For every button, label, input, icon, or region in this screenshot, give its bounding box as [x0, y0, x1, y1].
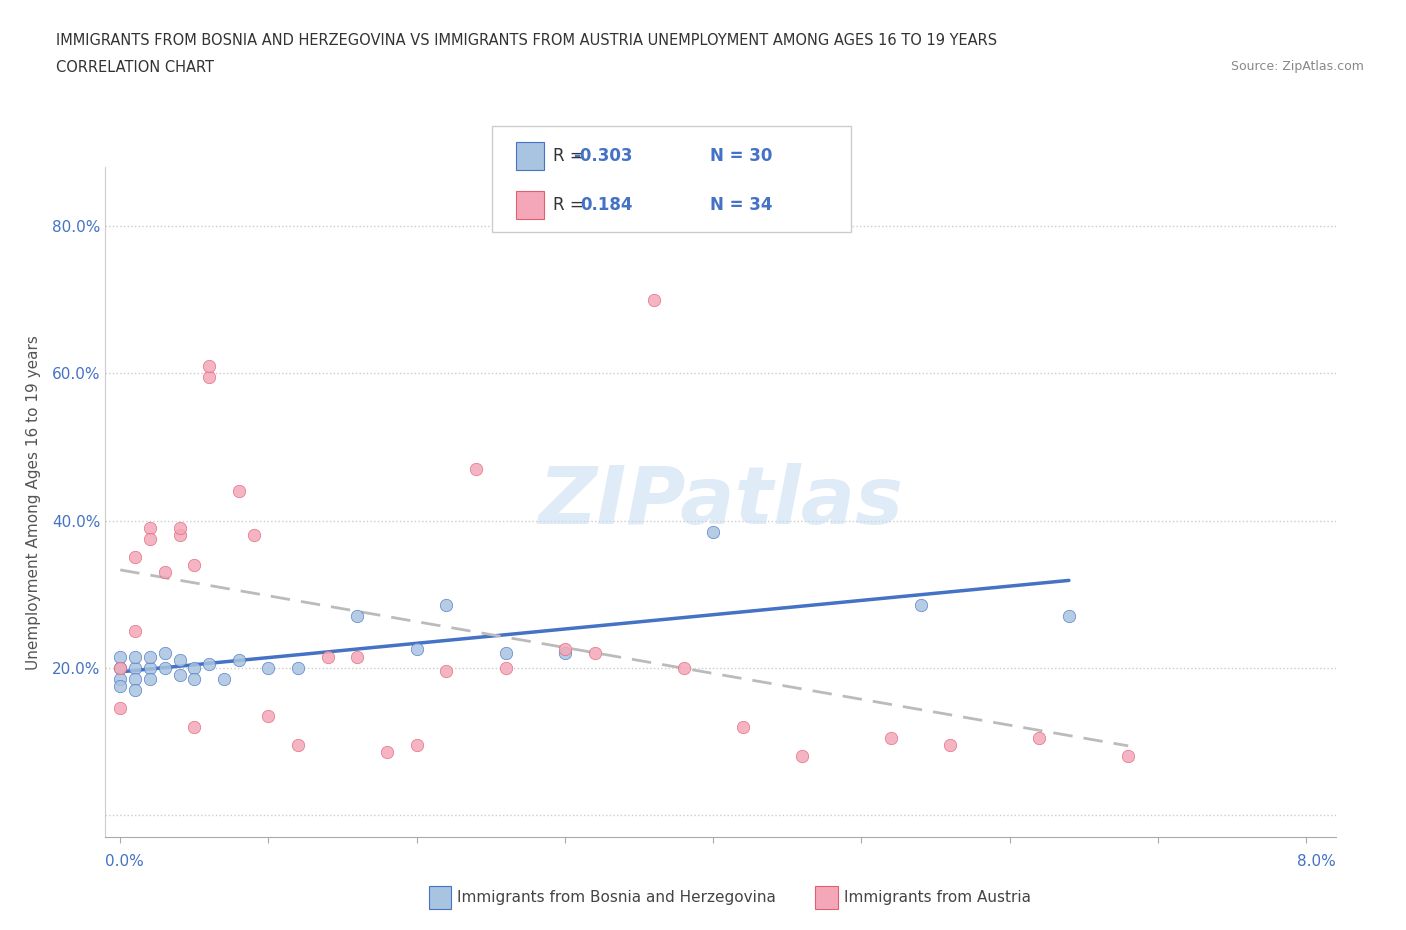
Text: CORRELATION CHART: CORRELATION CHART: [56, 60, 214, 75]
Point: [287, 660, 309, 675]
Point: [153, 660, 176, 675]
Point: [346, 609, 368, 624]
Point: [139, 671, 162, 686]
Point: [731, 719, 754, 734]
Point: [110, 671, 132, 686]
Point: [110, 679, 132, 694]
Point: [169, 528, 191, 543]
Point: [198, 359, 221, 374]
Y-axis label: Unemployment Among Ages 16 to 19 years: Unemployment Among Ages 16 to 19 years: [25, 335, 41, 670]
Text: ZIPatlas: ZIPatlas: [538, 463, 903, 541]
Point: [1028, 730, 1050, 745]
Point: [257, 708, 280, 723]
Text: N = 34: N = 34: [710, 195, 772, 214]
Point: [124, 623, 146, 638]
Text: 0.0%: 0.0%: [105, 854, 145, 869]
Point: [169, 653, 191, 668]
Point: [183, 719, 205, 734]
Point: [583, 645, 606, 660]
Point: [110, 660, 132, 675]
Point: [554, 645, 576, 660]
Text: Immigrants from Bosnia and Herzegovina: Immigrants from Bosnia and Herzegovina: [457, 890, 776, 905]
Point: [554, 642, 576, 657]
Point: [790, 749, 813, 764]
Text: IMMIGRANTS FROM BOSNIA AND HERZEGOVINA VS IMMIGRANTS FROM AUSTRIA UNEMPLOYMENT A: IMMIGRANTS FROM BOSNIA AND HERZEGOVINA V…: [56, 33, 997, 47]
Point: [434, 664, 457, 679]
Point: [702, 525, 724, 539]
Point: [139, 660, 162, 675]
Point: [124, 649, 146, 664]
Point: [643, 292, 665, 307]
Point: [287, 737, 309, 752]
Point: [110, 701, 132, 716]
Point: [139, 521, 162, 536]
Point: [183, 660, 205, 675]
Point: [153, 645, 176, 660]
Point: [169, 521, 191, 536]
Point: [212, 671, 235, 686]
Point: [405, 737, 427, 752]
Point: [228, 653, 250, 668]
Text: -0.303: -0.303: [574, 147, 633, 165]
Text: R =: R =: [553, 147, 583, 165]
Point: [198, 657, 221, 671]
Point: [139, 649, 162, 664]
Point: [110, 649, 132, 664]
Point: [495, 645, 517, 660]
Point: [672, 660, 695, 675]
Point: [124, 550, 146, 565]
Point: [910, 598, 932, 613]
Text: N = 30: N = 30: [710, 147, 772, 165]
Point: [434, 598, 457, 613]
Point: [110, 660, 132, 675]
Point: [139, 532, 162, 547]
Point: [257, 660, 280, 675]
Point: [183, 671, 205, 686]
Point: [880, 730, 903, 745]
Point: [169, 668, 191, 683]
Text: 8.0%: 8.0%: [1296, 854, 1336, 869]
Point: [124, 683, 146, 698]
Point: [124, 671, 146, 686]
Text: R =: R =: [553, 195, 583, 214]
Point: [198, 369, 221, 384]
Point: [939, 737, 962, 752]
Point: [242, 528, 264, 543]
Text: Source: ZipAtlas.com: Source: ZipAtlas.com: [1230, 60, 1364, 73]
Point: [465, 461, 488, 476]
Point: [183, 557, 205, 572]
Point: [495, 660, 517, 675]
Point: [1116, 749, 1139, 764]
Text: 0.184: 0.184: [581, 195, 633, 214]
Point: [124, 660, 146, 675]
Text: Immigrants from Austria: Immigrants from Austria: [844, 890, 1031, 905]
Point: [346, 649, 368, 664]
Point: [153, 565, 176, 579]
Point: [375, 745, 398, 760]
Point: [405, 642, 427, 657]
Point: [316, 649, 339, 664]
Point: [1057, 609, 1080, 624]
Point: [228, 484, 250, 498]
